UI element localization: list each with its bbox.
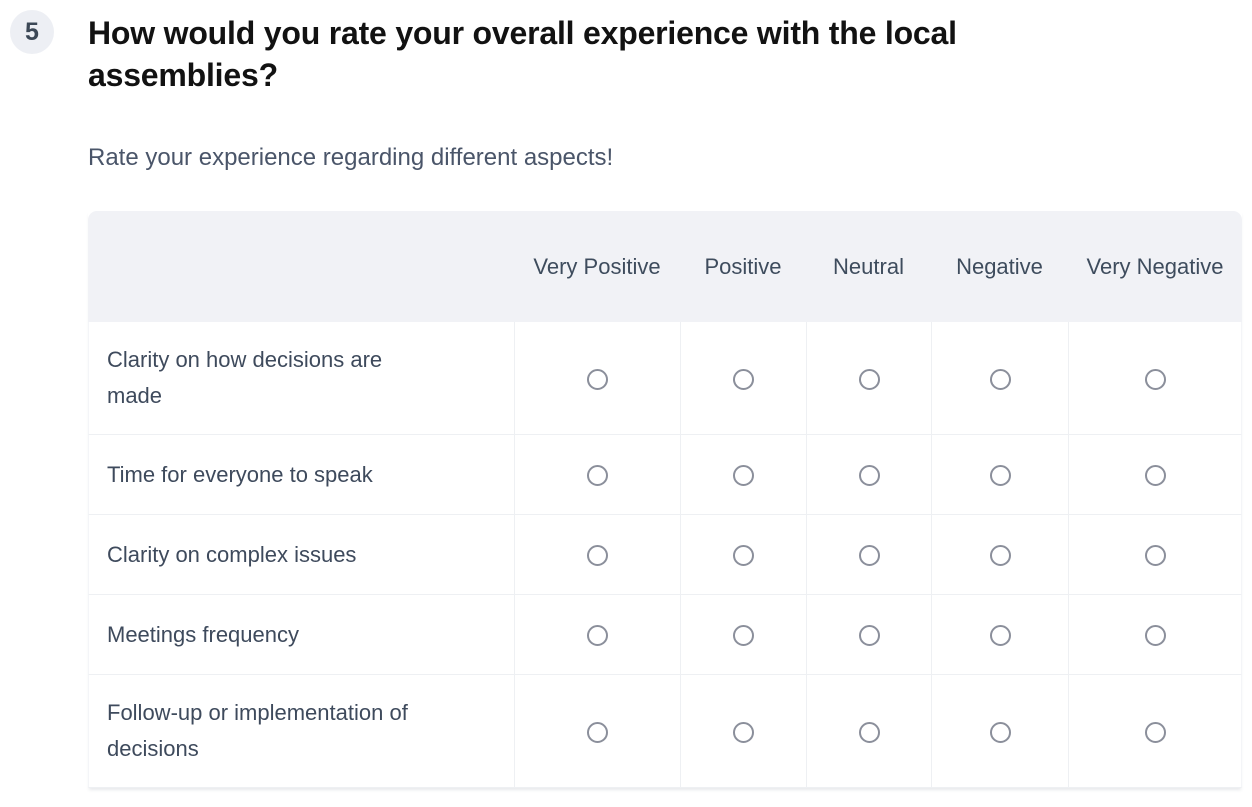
- column-header-very-negative: Very Negative: [1068, 211, 1242, 322]
- matrix-radio[interactable]: [858, 545, 880, 567]
- matrix-radio[interactable]: [733, 465, 754, 487]
- matrix-cell: [931, 595, 1068, 675]
- matrix-cell: [1068, 322, 1242, 435]
- matrix-cell: [680, 595, 806, 675]
- matrix-cell: [1068, 515, 1242, 595]
- matrix-radio[interactable]: [1144, 368, 1166, 390]
- matrix-radio[interactable]: [587, 625, 608, 647]
- matrix-corner-cell: [88, 211, 514, 322]
- table-row: Time for everyone to speak: [88, 435, 1242, 515]
- matrix-cell: [1068, 595, 1242, 675]
- matrix-radio[interactable]: [989, 368, 1011, 390]
- matrix-radio[interactable]: [587, 465, 608, 487]
- matrix-cell: [680, 515, 806, 595]
- matrix-cell: [514, 435, 680, 515]
- matrix-cell: [931, 435, 1068, 515]
- column-header-very-positive: Very Positive: [514, 211, 680, 322]
- matrix-radio[interactable]: [858, 625, 880, 647]
- matrix-radio[interactable]: [1144, 465, 1166, 487]
- column-header-positive: Positive: [680, 211, 806, 322]
- column-header-negative: Negative: [931, 211, 1068, 322]
- table-row: Meetings frequency: [88, 595, 1242, 675]
- question-description: Rate your experience regarding different…: [88, 144, 614, 171]
- row-label: Clarity on how decisions are made: [88, 322, 514, 435]
- matrix-radio[interactable]: [989, 545, 1011, 567]
- matrix-cell: [514, 675, 680, 788]
- row-label: Meetings frequency: [88, 595, 514, 675]
- matrix-radio[interactable]: [858, 465, 880, 487]
- matrix-radio[interactable]: [858, 721, 880, 743]
- matrix-cell: [931, 515, 1068, 595]
- matrix-cell: [806, 595, 931, 675]
- question-number-badge: 5: [10, 10, 54, 54]
- matrix-radio[interactable]: [587, 545, 608, 567]
- question-title: How would you rate your overall experien…: [88, 15, 957, 93]
- matrix-radio[interactable]: [587, 368, 608, 390]
- matrix-cell: [806, 675, 931, 788]
- matrix-cell: [680, 435, 806, 515]
- matrix-radio[interactable]: [1144, 625, 1166, 647]
- matrix-radio[interactable]: [989, 465, 1011, 487]
- matrix-cell: [931, 322, 1068, 435]
- matrix-radio[interactable]: [989, 625, 1011, 647]
- header-row: Very Positive Positive Neutral Negative …: [88, 211, 1242, 322]
- matrix-radio[interactable]: [1144, 545, 1166, 567]
- row-label: Follow-up or implementation of decisions: [88, 675, 514, 788]
- column-header-neutral: Neutral: [806, 211, 931, 322]
- matrix-radio[interactable]: [733, 625, 754, 647]
- matrix-cell: [680, 322, 806, 435]
- matrix-radio[interactable]: [989, 721, 1011, 743]
- row-label: Clarity on complex issues: [88, 515, 514, 595]
- matrix-cell: [806, 515, 931, 595]
- row-label: Time for everyone to speak: [88, 435, 514, 515]
- matrix-radio[interactable]: [858, 368, 880, 390]
- matrix-radio[interactable]: [733, 721, 754, 743]
- matrix-cell: [806, 435, 931, 515]
- matrix-body: Clarity on how decisions are made Time f…: [88, 322, 1242, 788]
- matrix-radio[interactable]: [587, 721, 608, 743]
- matrix-header: Very Positive Positive Neutral Negative …: [88, 211, 1242, 322]
- matrix-cell: [680, 675, 806, 788]
- matrix-radio[interactable]: [1144, 721, 1166, 743]
- matrix-radio[interactable]: [733, 368, 754, 390]
- matrix-cell: [514, 595, 680, 675]
- table-row: Follow-up or implementation of decisions: [88, 675, 1242, 788]
- matrix-cell: [1068, 435, 1242, 515]
- rating-matrix-table: Very Positive Positive Neutral Negative …: [88, 211, 1242, 788]
- matrix-radio[interactable]: [733, 545, 754, 567]
- matrix-cell: [931, 675, 1068, 788]
- matrix-cell: [1068, 675, 1242, 788]
- table-row: Clarity on how decisions are made: [88, 322, 1242, 435]
- matrix-cell: [514, 515, 680, 595]
- matrix-cell: [514, 322, 680, 435]
- matrix-cell: [806, 322, 931, 435]
- table-row: Clarity on complex issues: [88, 515, 1242, 595]
